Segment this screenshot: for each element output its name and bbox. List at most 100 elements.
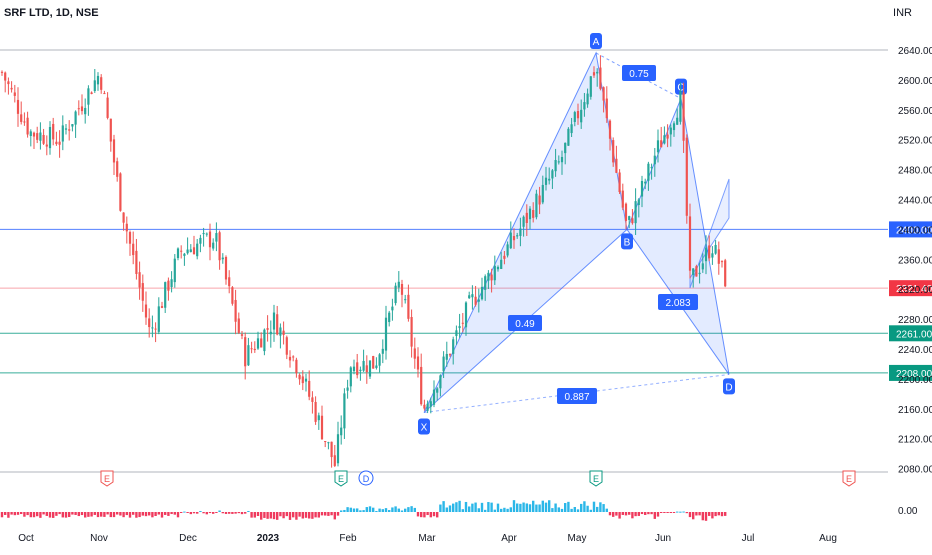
candle-body [404, 299, 407, 301]
histogram-bar [637, 512, 640, 516]
histogram-bar [0, 512, 4, 518]
candle-body [714, 244, 717, 254]
histogram-bar [672, 512, 676, 513]
histogram-bar [368, 506, 372, 512]
histogram-bar [538, 504, 541, 512]
histogram-bar [650, 512, 653, 515]
candle-body [375, 365, 378, 368]
candle-body [352, 366, 356, 372]
histogram-bar [647, 512, 650, 515]
histogram-bar [410, 506, 413, 512]
candle-body [679, 91, 682, 122]
histogram-bar [500, 508, 503, 512]
candle-body [672, 123, 676, 131]
candle-body [167, 280, 170, 291]
candle-body [388, 312, 391, 323]
histogram-bar [583, 501, 586, 512]
candle-body [522, 216, 525, 227]
candle-body [602, 87, 605, 101]
candle-body [244, 337, 247, 367]
candle-body [717, 249, 720, 264]
histogram-bar [336, 512, 340, 516]
candle-body [586, 93, 589, 105]
candle-body [612, 140, 615, 163]
candle-body [420, 366, 423, 405]
histogram-bar [240, 512, 244, 515]
histogram-bar [384, 508, 388, 512]
histogram-bar [112, 512, 116, 518]
histogram-bar [557, 507, 560, 512]
indicator-histogram [0, 500, 727, 521]
candle-body [247, 345, 250, 366]
candle-body [279, 327, 282, 336]
histogram-bar [631, 512, 634, 519]
candle-body [381, 348, 384, 354]
candle-body [509, 232, 512, 249]
x-tick-label: Apr [501, 533, 517, 544]
histogram-bar [176, 512, 180, 518]
histogram-bar [237, 512, 240, 514]
candle-body [637, 199, 640, 206]
histogram-bar [525, 503, 528, 512]
histogram-bar [589, 509, 592, 512]
histogram-bar [272, 512, 276, 520]
channel [689, 178, 730, 289]
y-tick-label: 2520.00 [898, 136, 932, 147]
candle-body [484, 276, 487, 290]
histogram-bar [576, 509, 580, 512]
histogram-bar [164, 512, 167, 515]
y-tick-label: 2400.00 [898, 225, 932, 236]
histogram-bar [624, 512, 628, 516]
histogram-bar [535, 504, 538, 512]
histogram-bar [333, 512, 336, 520]
candle-body [295, 359, 298, 374]
histogram-bar [183, 511, 186, 513]
candle-body [528, 208, 532, 220]
candle-body [343, 393, 346, 429]
y-tick-label: 2480.00 [898, 166, 932, 177]
candle-body [333, 455, 336, 466]
candle-body [650, 167, 653, 169]
candle-body [432, 389, 436, 405]
histogram-bar [644, 512, 647, 515]
candle-body [256, 338, 260, 349]
histogram-bar [551, 508, 554, 512]
candle-body [548, 178, 551, 181]
earnings-marker [334, 470, 348, 487]
histogram-bar [160, 512, 164, 518]
histogram-bar [592, 501, 596, 512]
price-levels: 2400.00 2321.40 2261.00 2208.00 [0, 221, 932, 381]
candle-body [583, 102, 586, 110]
histogram-bar [304, 512, 308, 518]
level-tag-label: 2261.00 [896, 329, 932, 340]
histogram-bar [522, 502, 525, 512]
histogram-bar [464, 501, 468, 512]
histogram-bar [320, 512, 324, 516]
candle-body [10, 87, 13, 90]
candle-body [122, 212, 125, 223]
histogram-bar [119, 512, 122, 516]
candle-body [634, 201, 637, 224]
histogram-bar [167, 512, 170, 516]
histogram-bar [218, 510, 221, 512]
histogram-bar [477, 508, 480, 512]
histogram-bar [570, 508, 573, 512]
candle-body [250, 348, 253, 350]
candle-body [336, 434, 340, 464]
event-marker-label: E [846, 474, 852, 484]
candle-body [596, 71, 599, 74]
histogram-bar [388, 510, 391, 512]
histogram-bar [132, 512, 135, 515]
candle-body [55, 141, 58, 145]
candle-body [368, 360, 372, 377]
candle-body [439, 375, 442, 389]
candle-body [640, 181, 644, 197]
level-tag [889, 325, 932, 342]
candle-body [96, 75, 100, 85]
candle-body [647, 163, 650, 181]
candle-body [36, 133, 39, 140]
candle-body [580, 109, 583, 123]
candle-body [71, 124, 74, 127]
